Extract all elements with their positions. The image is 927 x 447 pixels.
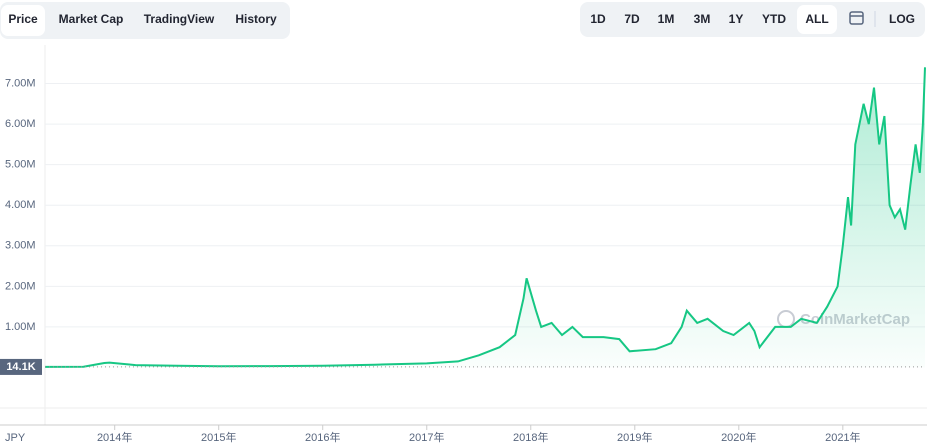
y-tick-label: 1.00M <box>5 321 36 333</box>
range-button[interactable]: 1M <box>658 12 675 26</box>
area-fill <box>45 67 925 368</box>
price-line <box>44 67 926 368</box>
tab-bar <box>0 2 290 39</box>
x-tick-label: 2019年 <box>617 430 652 444</box>
currency-label: JPY <box>5 432 26 444</box>
x-tick-label: 2018年 <box>513 430 548 444</box>
y-tick-label: 6.00M <box>5 118 36 130</box>
range-button[interactable]: 3M <box>694 12 711 26</box>
y-tick-label: 4.00M <box>5 199 36 211</box>
y-tick-label: 5.00M <box>5 159 36 171</box>
start-label: 14.1K <box>6 361 35 373</box>
watermark-logo <box>777 310 795 328</box>
y-tick-label: 3.00M <box>5 240 36 252</box>
tab[interactable]: TradingView <box>144 12 215 26</box>
x-tick-label: 2016年 <box>305 430 340 444</box>
x-tick-label: 2014年 <box>97 430 132 444</box>
calendar-icon[interactable] <box>849 11 864 25</box>
start-label-box <box>0 358 42 375</box>
range-button[interactable]: 7D <box>624 12 640 26</box>
x-tick-label: 2017年 <box>409 430 444 444</box>
x-tick-label: 2020年 <box>721 430 756 444</box>
x-tick-label: 2021年 <box>825 430 860 444</box>
range-button[interactable]: 1D <box>590 12 606 26</box>
active-tab <box>1 5 45 36</box>
log-button[interactable]: LOG <box>889 12 915 26</box>
x-tick-label: 2015年 <box>201 430 236 444</box>
tab[interactable]: History <box>235 12 277 26</box>
tab[interactable]: Price <box>8 12 38 26</box>
active-range <box>797 5 837 34</box>
y-tick-label: 7.00M <box>5 77 36 89</box>
y-tick-label: 2.00M <box>5 280 36 292</box>
tab[interactable]: Market Cap <box>59 12 124 26</box>
range-button[interactable]: 1Y <box>729 12 744 26</box>
range-bar <box>580 2 925 37</box>
range-button[interactable]: YTD <box>762 12 786 26</box>
range-button[interactable]: ALL <box>805 12 828 26</box>
